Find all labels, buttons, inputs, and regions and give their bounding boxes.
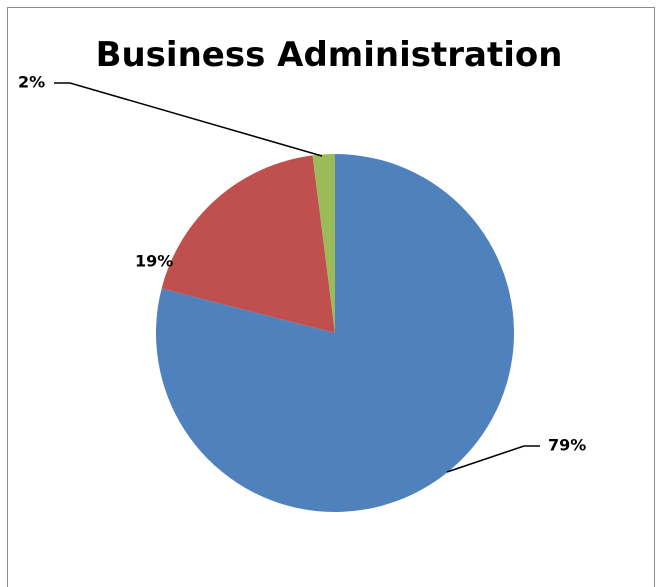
data-label-1: 79% — [548, 436, 586, 455]
data-label-3: 2% — [18, 73, 45, 92]
pie-slice-2 — [161, 155, 335, 333]
pie-slice-3 — [312, 154, 335, 333]
chart-title: Business Administration — [95, 35, 563, 75]
data-label-2: 19% — [135, 252, 173, 271]
pie-chart: 79% 19% 2% — [18, 73, 586, 512]
leader-line-3 — [54, 82, 323, 157]
leader-line-1 — [446, 445, 540, 473]
